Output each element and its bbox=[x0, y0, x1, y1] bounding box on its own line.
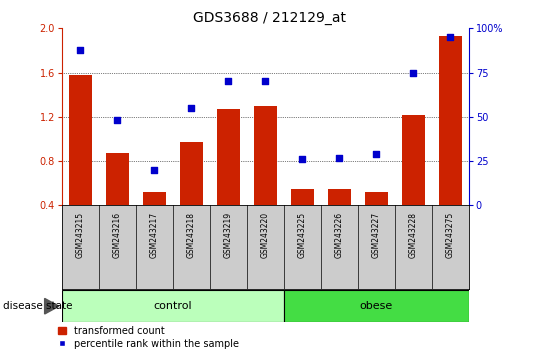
Bar bbox=[365, 192, 388, 205]
Bar bbox=[62, 290, 284, 322]
Bar bbox=[70, 75, 92, 205]
Point bbox=[335, 155, 344, 160]
Bar bbox=[292, 189, 314, 205]
Text: GSM243218: GSM243218 bbox=[187, 212, 196, 258]
Bar bbox=[439, 36, 461, 205]
Point bbox=[298, 156, 307, 162]
Bar bbox=[181, 142, 203, 205]
Point bbox=[113, 118, 122, 123]
Point bbox=[261, 79, 270, 84]
Text: GSM243216: GSM243216 bbox=[113, 212, 122, 258]
Point bbox=[150, 167, 159, 173]
Point bbox=[187, 105, 196, 111]
Bar bbox=[217, 109, 239, 205]
Text: GSM243217: GSM243217 bbox=[150, 212, 159, 258]
Text: GSM243225: GSM243225 bbox=[298, 212, 307, 258]
Text: GDS3688 / 212129_at: GDS3688 / 212129_at bbox=[193, 11, 346, 25]
Point bbox=[372, 151, 381, 157]
Text: GSM243227: GSM243227 bbox=[372, 212, 381, 258]
Point bbox=[409, 70, 418, 75]
Point bbox=[76, 47, 85, 52]
Text: GSM243275: GSM243275 bbox=[446, 212, 455, 258]
Bar bbox=[402, 115, 425, 205]
Text: control: control bbox=[154, 301, 192, 311]
Bar bbox=[284, 290, 469, 322]
Bar bbox=[254, 106, 277, 205]
Text: GSM243219: GSM243219 bbox=[224, 212, 233, 258]
Text: GSM243215: GSM243215 bbox=[76, 212, 85, 258]
Text: GSM243226: GSM243226 bbox=[335, 212, 344, 258]
Polygon shape bbox=[45, 298, 59, 314]
Text: disease state: disease state bbox=[3, 301, 72, 311]
Text: GSM243228: GSM243228 bbox=[409, 212, 418, 258]
Bar bbox=[106, 153, 129, 205]
Point bbox=[224, 79, 233, 84]
Point bbox=[446, 34, 455, 40]
Bar bbox=[143, 192, 165, 205]
Text: obese: obese bbox=[360, 301, 393, 311]
Text: GSM243220: GSM243220 bbox=[261, 212, 270, 258]
Legend: transformed count, percentile rank within the sample: transformed count, percentile rank withi… bbox=[56, 324, 240, 351]
Bar bbox=[328, 189, 350, 205]
